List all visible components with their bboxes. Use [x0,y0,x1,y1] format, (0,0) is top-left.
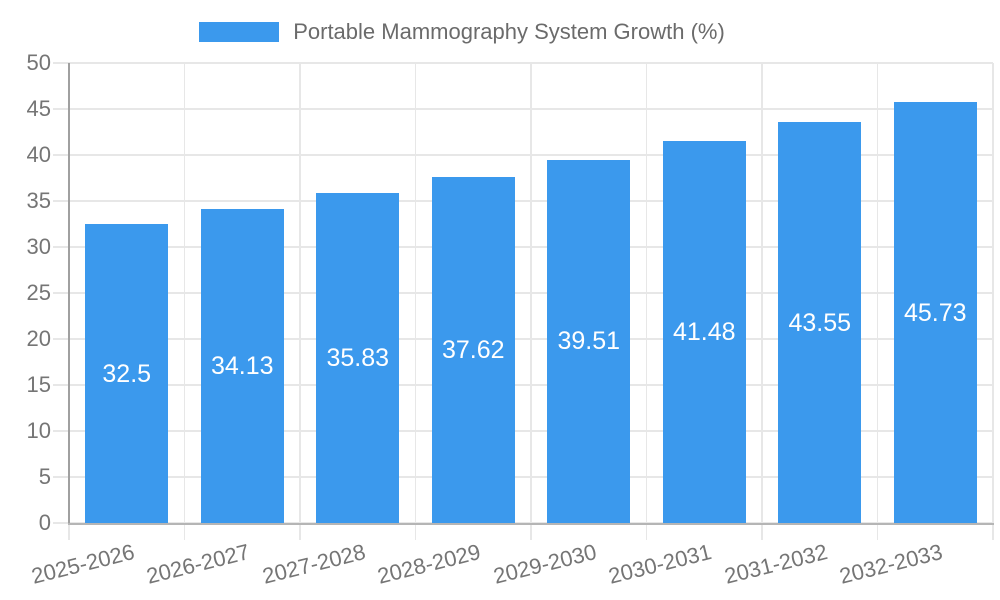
y-axis-line [67,63,70,525]
y-axis-tick-label: 15 [26,372,51,397]
x-gridline [530,63,532,540]
x-axis-label: 2030-2031 [605,539,715,589]
x-axis-label: 2032-2033 [836,539,946,589]
y-axis-tick-label: 50 [26,50,51,75]
y-axis-tick-label: 0 [38,510,51,535]
x-axis-label: 2029-2030 [490,539,599,589]
y-axis-tick-label: 5 [38,464,51,489]
y-gridline [53,292,993,294]
bar-value-label: 43.55 [788,308,852,337]
x-gridline [992,63,994,540]
y-gridline [53,62,993,64]
bar[interactable]: 39.51 [547,159,631,523]
bar-value-label: 37.62 [441,335,505,364]
bar[interactable]: 37.62 [431,176,515,523]
y-axis-tick-label: 10 [26,418,51,443]
y-axis-tick-label: 30 [26,234,51,259]
bar[interactable]: 32.5 [85,224,169,523]
y-gridline [53,430,993,432]
x-gridline [183,63,186,540]
x-gridline [761,63,763,540]
x-gridline [645,63,648,540]
legend: Portable Mammography System Growth (%) [0,19,962,45]
y-axis-tick-label: 20 [26,326,51,351]
y-gridline [53,338,993,340]
x-axis-label: 2028-2029 [374,539,484,589]
x-axis-line [67,523,994,525]
x-gridline [414,63,417,540]
bar[interactable]: 41.48 [662,141,746,523]
x-axis-label: 2025-2026 [28,539,137,589]
bar[interactable]: 45.73 [893,102,977,523]
bar-value-label: 34.13 [210,351,274,380]
legend-swatch-icon [199,22,280,42]
legend-item[interactable]: Portable Mammography System Growth (%) [199,19,725,45]
x-axis-label: 2027-2028 [259,539,368,589]
x-gridline [299,63,301,540]
y-axis-tick-label: 40 [26,142,51,167]
y-gridline [53,200,993,202]
bar[interactable]: 43.55 [778,122,862,523]
y-gridline [53,476,993,478]
x-gridline [876,63,879,540]
y-gridline [53,108,993,110]
bar-value-label: 35.83 [326,344,390,373]
bar[interactable]: 34.13 [200,209,284,523]
y-axis-tick-label: 25 [26,280,51,305]
legend-label: Portable Mammography System Growth (%) [293,19,725,44]
y-gridline [53,384,993,386]
x-axis-label: 2031-2032 [721,539,830,589]
x-axis-label: 2026-2027 [143,539,253,589]
bar-value-label: 45.73 [903,298,967,327]
bar-value-label: 32.5 [102,359,152,388]
bar[interactable]: 35.83 [316,193,400,523]
y-axis-tick-label: 35 [26,188,51,213]
y-gridline [53,246,993,248]
bar-value-label: 41.48 [672,318,736,347]
y-axis-tick-label: 45 [26,96,51,121]
bar-value-label: 39.51 [557,327,621,356]
x-gridline [68,523,70,540]
y-gridline [53,154,993,156]
